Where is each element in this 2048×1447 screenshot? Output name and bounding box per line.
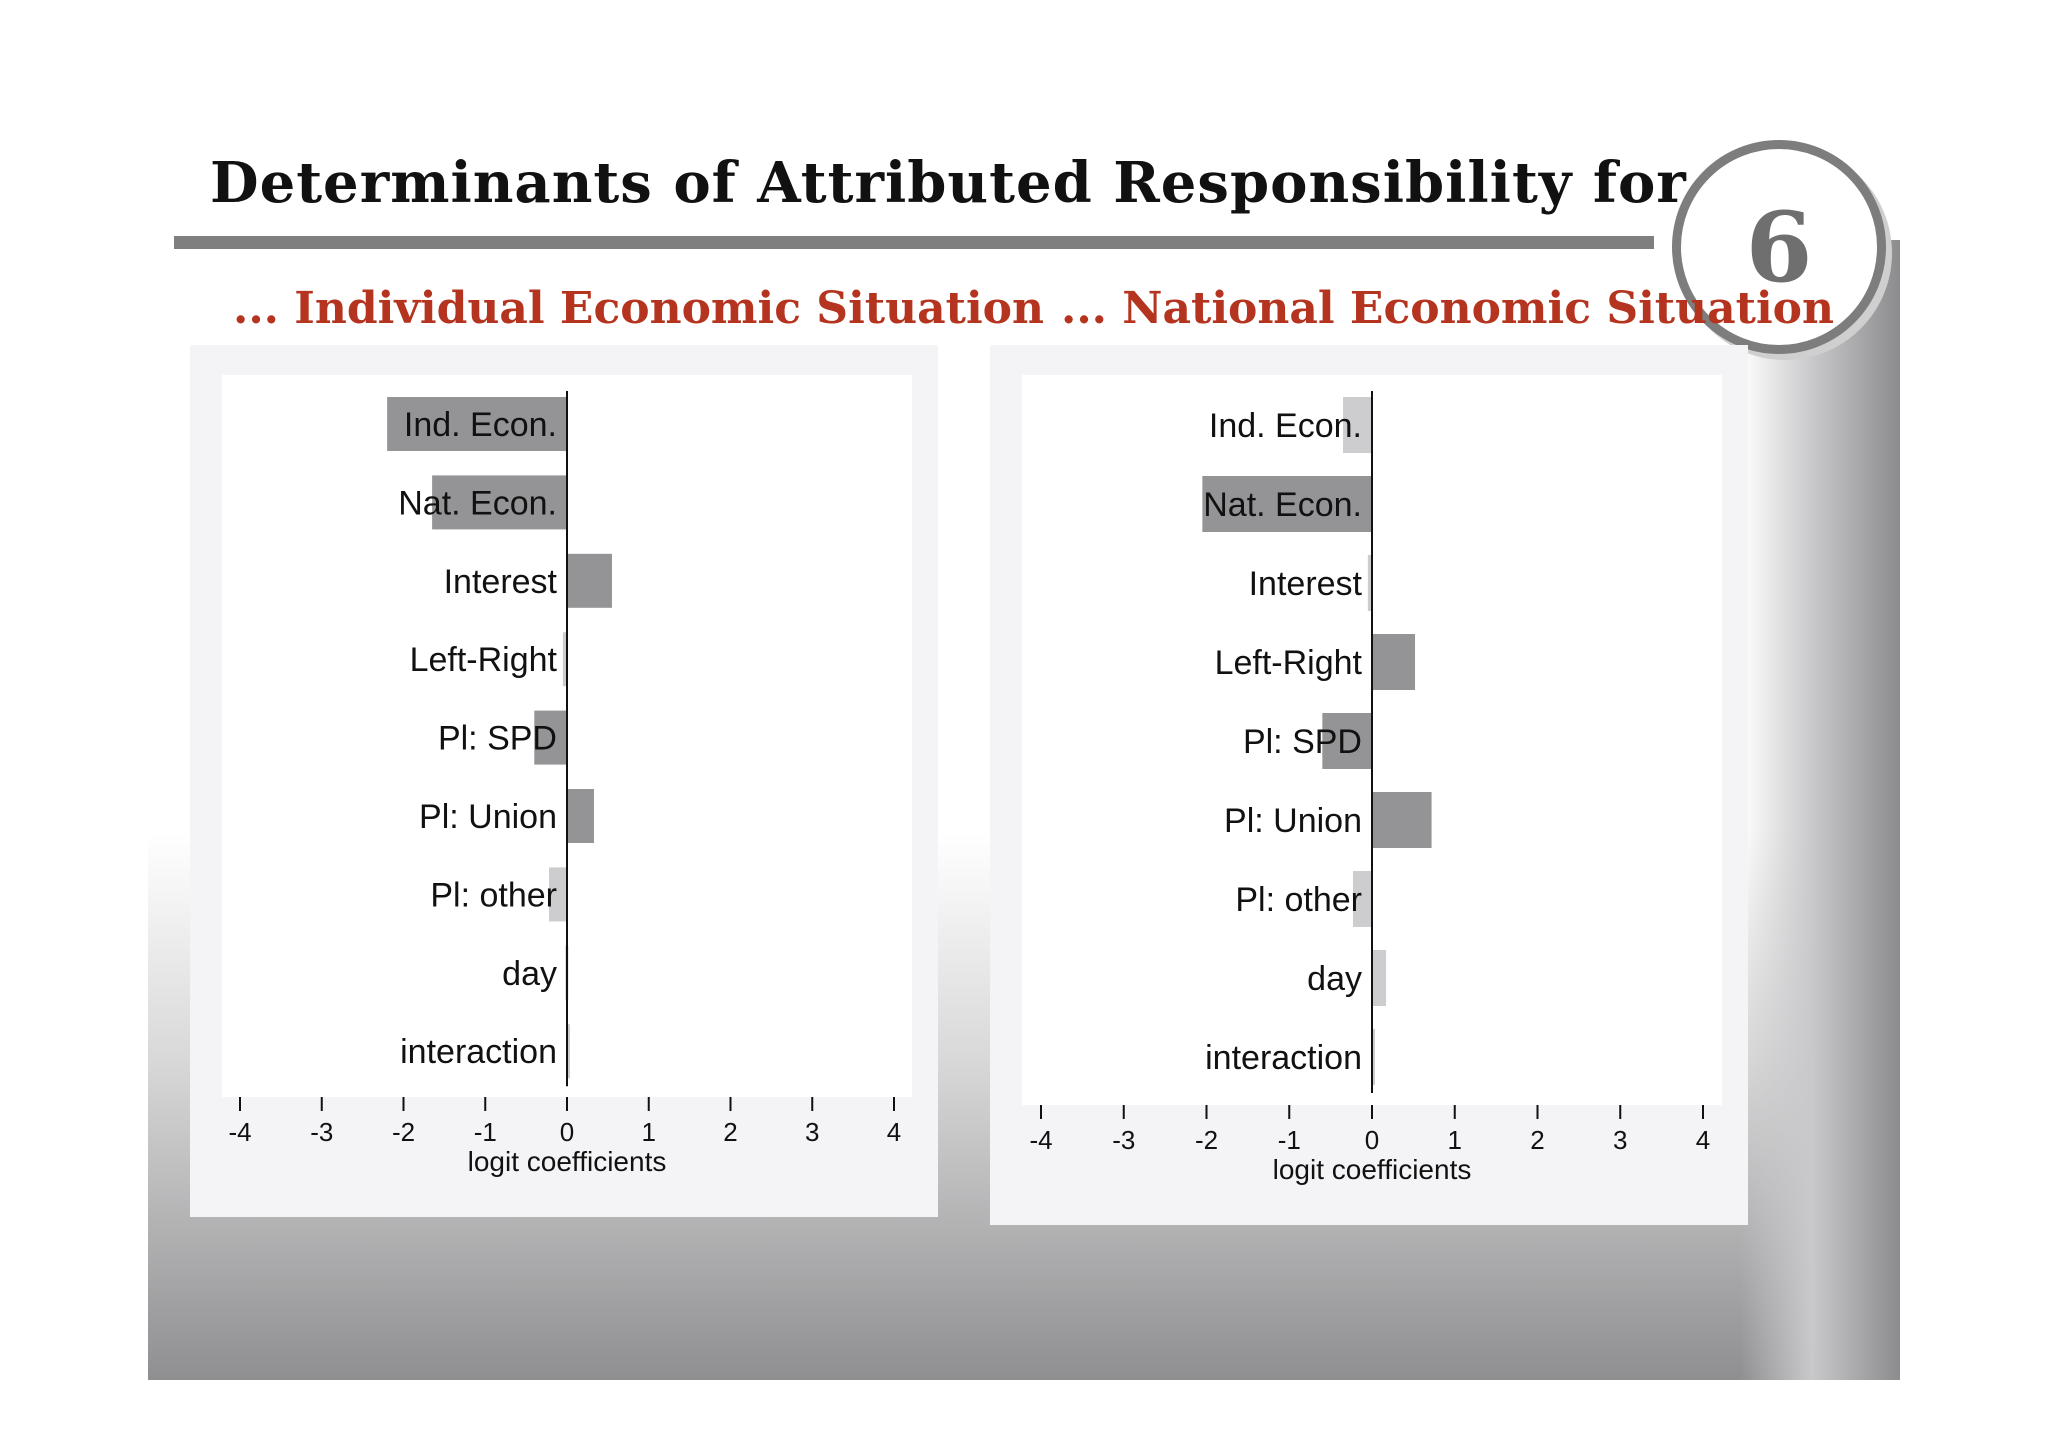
- x-tick-label: -3: [310, 1117, 333, 1147]
- coef-bar: [1202, 476, 1372, 532]
- category-label: interaction: [400, 1033, 557, 1071]
- coef-bar: [567, 553, 612, 608]
- coef-bar: [1372, 634, 1416, 690]
- category-label: Ind. Econ.: [1209, 407, 1362, 445]
- coef-bar: [567, 1024, 570, 1079]
- right-chart-title: ... National Economic Situation: [1061, 283, 1835, 334]
- category-label: Pl: other: [1235, 881, 1362, 919]
- x-tick-label: -4: [1029, 1125, 1052, 1155]
- x-tick-label: 4: [1696, 1125, 1710, 1155]
- x-tick-label: 1: [1448, 1125, 1462, 1155]
- coef-bar: [1367, 555, 1372, 611]
- x-tick-label: -1: [474, 1117, 497, 1147]
- coef-bar: [387, 397, 567, 451]
- x-tick-label: 2: [1530, 1125, 1544, 1155]
- coef-bar: [562, 632, 567, 687]
- x-tick-label: 1: [642, 1117, 656, 1147]
- x-tick-label: 0: [1365, 1125, 1379, 1155]
- left-chart-title: ... Individual Economic Situation: [233, 283, 1044, 334]
- category-label: Pl: other: [430, 876, 557, 914]
- title-rule: [174, 236, 1654, 249]
- coef-bar: [1322, 713, 1372, 769]
- category-label: Left-Right: [1215, 644, 1363, 682]
- x-tick-label: -3: [1112, 1125, 1135, 1155]
- coef-bar: [1352, 871, 1372, 927]
- x-tick-label: 4: [887, 1117, 901, 1147]
- coef-bar: [534, 710, 567, 765]
- slide-title: Determinants of Attributed Responsibilit…: [210, 150, 1769, 216]
- coef-bar: [567, 789, 594, 843]
- x-tick-label: 0: [560, 1117, 574, 1147]
- category-label: day: [1307, 960, 1362, 998]
- category-label: Pl: SPD: [1243, 723, 1362, 761]
- coef-bar: [1372, 950, 1387, 1006]
- category-label: day: [502, 955, 557, 993]
- x-tick-label: 2: [723, 1117, 737, 1147]
- category-label: Left-Right: [410, 641, 558, 679]
- category-label: Nat. Econ.: [398, 484, 557, 522]
- coef-bar: [1343, 397, 1372, 453]
- category-label: Pl: SPD: [438, 720, 557, 758]
- x-axis-label: logit coefficients: [1273, 1154, 1472, 1185]
- slide-number: 6: [1745, 190, 1813, 304]
- category-label: interaction: [1205, 1039, 1362, 1077]
- x-tick-label: -2: [1195, 1125, 1218, 1155]
- x-tick-label: 3: [1613, 1125, 1627, 1155]
- slide-frame-right-shade: [1740, 240, 1900, 1380]
- x-tick-label: 3: [805, 1117, 819, 1147]
- slide-number-badge: 6: [1672, 140, 1886, 354]
- coef-bar: [549, 867, 567, 922]
- category-label: Interest: [444, 563, 558, 601]
- coef-bar: [1372, 792, 1432, 848]
- category-label: Interest: [1249, 565, 1363, 603]
- category-label: Ind. Econ.: [404, 406, 557, 444]
- x-axis-label: logit coefficients: [468, 1146, 667, 1177]
- coef-bar: [1372, 1029, 1375, 1085]
- category-label: Nat. Econ.: [1203, 486, 1362, 524]
- coef-bar: [432, 475, 567, 530]
- x-tick-label: -2: [392, 1117, 415, 1147]
- x-tick-label: -1: [1278, 1125, 1301, 1155]
- category-label: Pl: Union: [1224, 802, 1362, 840]
- category-label: Pl: Union: [419, 798, 557, 836]
- x-tick-label: -4: [228, 1117, 251, 1147]
